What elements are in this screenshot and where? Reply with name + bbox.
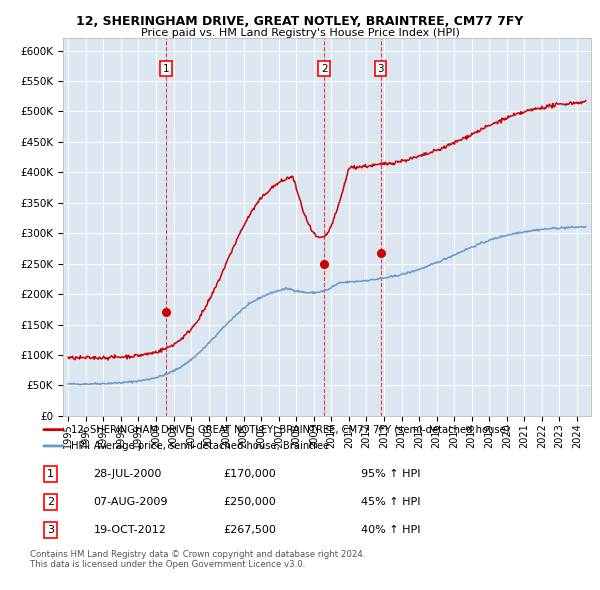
Text: Contains HM Land Registry data © Crown copyright and database right 2024.
This d: Contains HM Land Registry data © Crown c… (30, 550, 365, 569)
Text: 3: 3 (47, 525, 54, 535)
Text: £170,000: £170,000 (223, 469, 276, 479)
Text: £267,500: £267,500 (223, 525, 276, 535)
Text: 07-AUG-2009: 07-AUG-2009 (94, 497, 168, 507)
Text: 12, SHERINGHAM DRIVE, GREAT NOTLEY, BRAINTREE, CM77 7FY: 12, SHERINGHAM DRIVE, GREAT NOTLEY, BRAI… (76, 15, 524, 28)
Text: 2: 2 (321, 64, 328, 74)
Text: 28-JUL-2000: 28-JUL-2000 (94, 469, 162, 479)
Text: 95% ↑ HPI: 95% ↑ HPI (361, 469, 421, 479)
Text: 45% ↑ HPI: 45% ↑ HPI (361, 497, 421, 507)
Text: 3: 3 (377, 64, 384, 74)
Text: HPI: Average price, semi-detached house, Braintree: HPI: Average price, semi-detached house,… (71, 441, 329, 451)
Text: 19-OCT-2012: 19-OCT-2012 (94, 525, 166, 535)
Text: Price paid vs. HM Land Registry's House Price Index (HPI): Price paid vs. HM Land Registry's House … (140, 28, 460, 38)
Text: 40% ↑ HPI: 40% ↑ HPI (361, 525, 421, 535)
Text: 1: 1 (47, 469, 54, 479)
Text: 1: 1 (163, 64, 169, 74)
Text: £250,000: £250,000 (223, 497, 276, 507)
Text: 2: 2 (47, 497, 54, 507)
Text: 12, SHERINGHAM DRIVE, GREAT NOTLEY, BRAINTREE, CM77 7FY (semi-detached house): 12, SHERINGHAM DRIVE, GREAT NOTLEY, BRAI… (71, 425, 510, 435)
